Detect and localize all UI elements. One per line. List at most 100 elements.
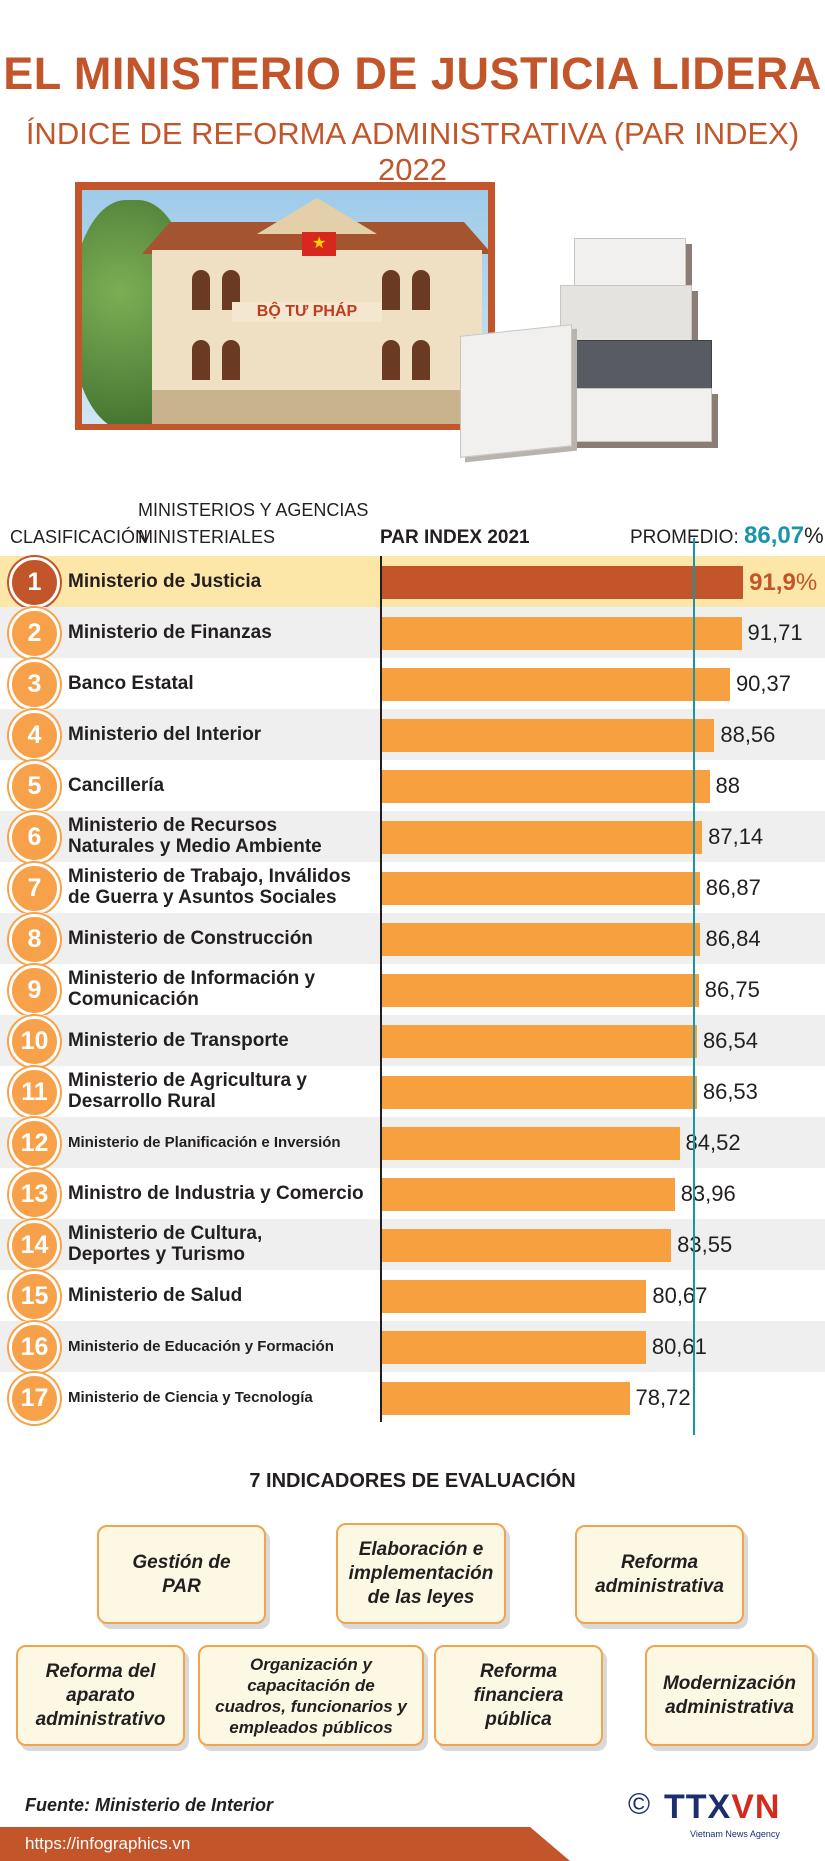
rank-badge: 17 — [9, 1373, 60, 1424]
value-number: 90,37 — [735, 671, 791, 696]
ministry-name-line1: Ministerio de Educación y Formación — [68, 1338, 334, 1355]
value-bar — [382, 770, 710, 803]
ministry-name-line1: Ministerio de Información y — [68, 968, 316, 989]
ministry-name-line1: Ministro de Industria y Comercio — [68, 1183, 364, 1204]
value-bar — [382, 872, 700, 905]
table-row: 14 Ministerio de Cultura, Deportes y Turis… — [0, 1219, 825, 1271]
ministry-name-line1: Ministerio de Trabajo, Inválidos — [68, 866, 351, 887]
indicator-text: Reforma — [620, 1551, 699, 1573]
logo-part-a: TTX — [664, 1788, 732, 1826]
indicator-card: Reforma financiera pública — [434, 1645, 603, 1746]
ministry-name: Ministerio de Salud — [68, 1285, 378, 1306]
table-row: 2 Ministerio de Finanzas 91,71 — [0, 607, 825, 659]
value-bar — [382, 719, 715, 752]
table-row: 4 Ministerio del Interior 88,56 — [0, 709, 825, 761]
value-bar — [382, 1331, 646, 1364]
indicator-text: empleados públicos — [229, 1717, 393, 1737]
rank-badge: 11 — [9, 1067, 60, 1118]
indicator-text: Modernización — [662, 1672, 796, 1694]
value-bar — [382, 668, 730, 701]
flag-icon — [302, 232, 336, 256]
value-label: 87,14 — [708, 824, 763, 850]
table-row: 3 Banco Estatal 90,37 — [0, 658, 825, 710]
table-row: 10 Ministerio de Transporte 86,54 — [0, 1015, 825, 1067]
indicator-text: Elaboración e — [358, 1538, 484, 1560]
ministry-name-line2: Naturales y Medio Ambiente — [68, 836, 322, 857]
indicator-card: Organización y capacitación de cuadros, fu… — [198, 1645, 424, 1746]
value-label: 86,54 — [703, 1028, 758, 1054]
table-row: 11 Ministerio de Agricultura y Desarrollo … — [0, 1066, 825, 1118]
ministry-name: Cancillería — [68, 775, 378, 796]
value-label: 88 — [716, 773, 740, 799]
value-label: 78,72 — [636, 1385, 691, 1411]
indicator-card: Modernización administrativa — [645, 1645, 814, 1746]
ministry-name-line1: Ministerio de Finanzas — [68, 622, 272, 643]
value-bar — [382, 1229, 672, 1262]
value-label: 91,9% — [749, 569, 817, 597]
indicator-text: administrativa — [595, 1575, 724, 1597]
ministry-name: Ministro de Industria y Comercio — [68, 1183, 378, 1204]
value-bar — [382, 1025, 697, 1058]
value-number: 88 — [715, 773, 740, 798]
rank-badge: 9 — [9, 965, 60, 1016]
ministry-name-line1: Ministerio de Planificación e Inversión — [68, 1134, 341, 1151]
indicator-text: aparato — [66, 1684, 135, 1706]
footer-url[interactable]: https://infographics.vn — [25, 1834, 191, 1853]
ministry-name-line1: Cancillería — [68, 775, 165, 796]
value-label: 80,67 — [652, 1283, 707, 1309]
footer-bar — [0, 1827, 570, 1861]
page-title: EL MINISTERIO DE JUSTICIA LIDERA — [3, 48, 822, 99]
source-text: Fuente: Ministerio de Interior — [25, 1795, 274, 1815]
ministry-name-line1: Ministerio de Agricultura y — [68, 1070, 307, 1091]
value-label: 86,87 — [706, 875, 761, 901]
indicator-text: PAR — [162, 1575, 201, 1597]
table-row: 15 Ministerio de Salud 80,67 — [0, 1270, 825, 1322]
value-bar — [382, 617, 742, 650]
value-number: 83,96 — [680, 1181, 736, 1206]
table-row: 17 Ministerio de Ciencia y Tecnología 78,7… — [0, 1372, 825, 1424]
value-number: 78,72 — [635, 1385, 691, 1410]
indicator-text: administrativo — [35, 1708, 166, 1730]
logo-subtitle: Vietnam News Agency — [690, 1829, 780, 1839]
value-number: 91,9 — [749, 569, 796, 596]
value-unit: % — [795, 569, 818, 596]
table-row: 9 Ministerio de Información y Comunicación… — [0, 964, 825, 1016]
ministry-name: Ministerio de Trabajo, Inválidos de Guerr… — [68, 866, 378, 908]
rank-badge: 15 — [9, 1271, 60, 1322]
indicators-title: 7 INDICADORES DE EVALUACIÓN — [249, 1470, 576, 1492]
value-number: 86,75 — [704, 977, 760, 1002]
indicator-text: Gestión de — [132, 1551, 231, 1573]
ministry-name-line2: Desarrollo Rural — [68, 1091, 216, 1112]
value-label: 88,56 — [720, 722, 775, 748]
table-row: 6 Ministerio de Recursos Naturales y Medio… — [0, 811, 825, 863]
average-line — [693, 538, 695, 1435]
average-value: 86,07 — [744, 522, 805, 549]
rank-badge: 2 — [9, 608, 60, 659]
value-number: 86,54 — [702, 1028, 758, 1053]
indicator-text: de las leyes — [367, 1586, 475, 1608]
bar-axis-line — [380, 556, 382, 1422]
ministry-name: Ministerio de Recursos Naturales y Medio … — [68, 815, 378, 857]
ministry-name-line1: Ministerio de Cultura, — [68, 1223, 263, 1244]
ministry-name-line1: Ministerio de Salud — [68, 1285, 243, 1306]
value-bar — [382, 1382, 630, 1415]
ministry-name: Ministerio de Construcción — [68, 928, 378, 949]
building-sign: BỘ TƯ PHÁP — [232, 302, 382, 322]
indicator-card: Reforma del aparato administrativo — [16, 1645, 185, 1746]
indicator-card: Gestión de PAR — [97, 1525, 266, 1624]
value-label: 86,75 — [705, 977, 760, 1003]
value-bar — [382, 566, 744, 599]
rank-badge: 14 — [9, 1220, 60, 1271]
rank-badge: 8 — [9, 914, 60, 965]
rank-badge: 5 — [9, 761, 60, 812]
value-bar — [382, 1280, 647, 1313]
rank-badge: 7 — [9, 863, 60, 914]
value-number: 83,55 — [677, 1232, 733, 1257]
ministry-name-line1: Ministerio de Recursos — [68, 815, 278, 836]
ministry-name-line1: Ministerio de Construcción — [68, 928, 313, 949]
table-row: 5 Cancillería 88 — [0, 760, 825, 812]
ttxvn-logo: TTXVN — [664, 1788, 780, 1827]
average-unit: % — [804, 523, 824, 548]
rank-badge: 12 — [9, 1118, 60, 1169]
value-number: 87,14 — [708, 824, 764, 849]
